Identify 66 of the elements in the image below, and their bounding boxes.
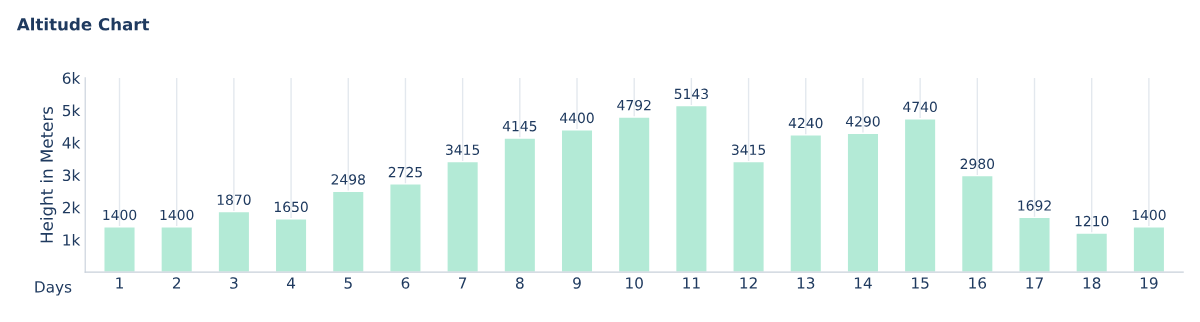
data-label: 4290: [845, 116, 880, 127]
x-tick-label: 17: [1026, 277, 1043, 289]
bar: [274, 217, 308, 273]
x-tick-label: 11: [683, 277, 700, 289]
x-tick-label: 19: [1140, 277, 1158, 289]
bar: [1132, 226, 1166, 273]
data-label: 3415: [731, 144, 766, 155]
bar: [160, 226, 194, 273]
x-tick-label: 5: [344, 277, 352, 289]
data-label: 1400: [103, 209, 137, 221]
bar: [331, 190, 365, 273]
data-label: 2725: [388, 166, 422, 178]
data-label: 4740: [903, 101, 937, 113]
bar: [389, 183, 422, 273]
x-tick-label: 7: [459, 277, 467, 289]
data-label: 1870: [217, 194, 251, 205]
y-tick-label: 5k: [62, 104, 81, 117]
data-label: 2980: [960, 158, 995, 170]
bar: [617, 116, 651, 273]
y-tick-label: 6k: [62, 72, 81, 84]
x-tick-label: 10: [626, 277, 643, 289]
bar: [960, 174, 994, 273]
bar: [1018, 216, 1051, 273]
data-label: 5143: [674, 88, 708, 100]
x-tick-label: 16: [969, 277, 987, 289]
y-tick-label: 2k: [62, 201, 81, 214]
bar: [217, 210, 251, 273]
x-tick-label: 6: [401, 277, 410, 289]
data-label: 1650: [274, 201, 308, 213]
data-label: 4240: [788, 117, 823, 129]
x-tick-label: 4: [286, 277, 296, 289]
data-label: 4400: [560, 112, 594, 124]
bar: [560, 129, 594, 273]
bar: [674, 104, 708, 273]
chart-title: Altitude Chart: [16, 17, 150, 31]
x-tick-label: 15: [912, 277, 929, 289]
data-label: 1692: [1018, 200, 1051, 211]
bar: [903, 118, 937, 273]
data-label: 4145: [502, 121, 537, 132]
bar: [103, 226, 136, 273]
x-tick-label: 9: [573, 277, 581, 289]
bar: [732, 160, 765, 273]
bar: [503, 137, 537, 273]
x-tick-label: 1: [116, 277, 123, 289]
y-tick-label: 3k: [62, 169, 81, 182]
y-tick-label: 4k: [62, 136, 81, 149]
y-axis-title: Height in Meters: [40, 106, 57, 243]
bar: [789, 134, 823, 273]
data-label: 1210: [1075, 215, 1109, 227]
data-label: 1400: [1132, 209, 1166, 221]
x-tick-label: 8: [516, 277, 524, 289]
x-tick-label: 13: [797, 277, 815, 289]
x-tick-label: 2: [172, 277, 181, 289]
x-tick-label: 18: [1083, 277, 1101, 289]
x-tick-label: 12: [740, 277, 757, 289]
x-tick-label: 3: [230, 277, 238, 289]
bar: [446, 160, 480, 273]
y-tick-label: 1k: [63, 233, 81, 246]
bar: [846, 132, 880, 273]
x-tick-label: 14: [854, 277, 872, 289]
data-label: 3415: [446, 144, 480, 155]
data-label: 1400: [160, 209, 194, 221]
bar: [1075, 232, 1109, 273]
x-axis-title: Days: [35, 281, 72, 296]
data-label: 2498: [331, 174, 365, 185]
data-label: 4792: [617, 99, 651, 111]
